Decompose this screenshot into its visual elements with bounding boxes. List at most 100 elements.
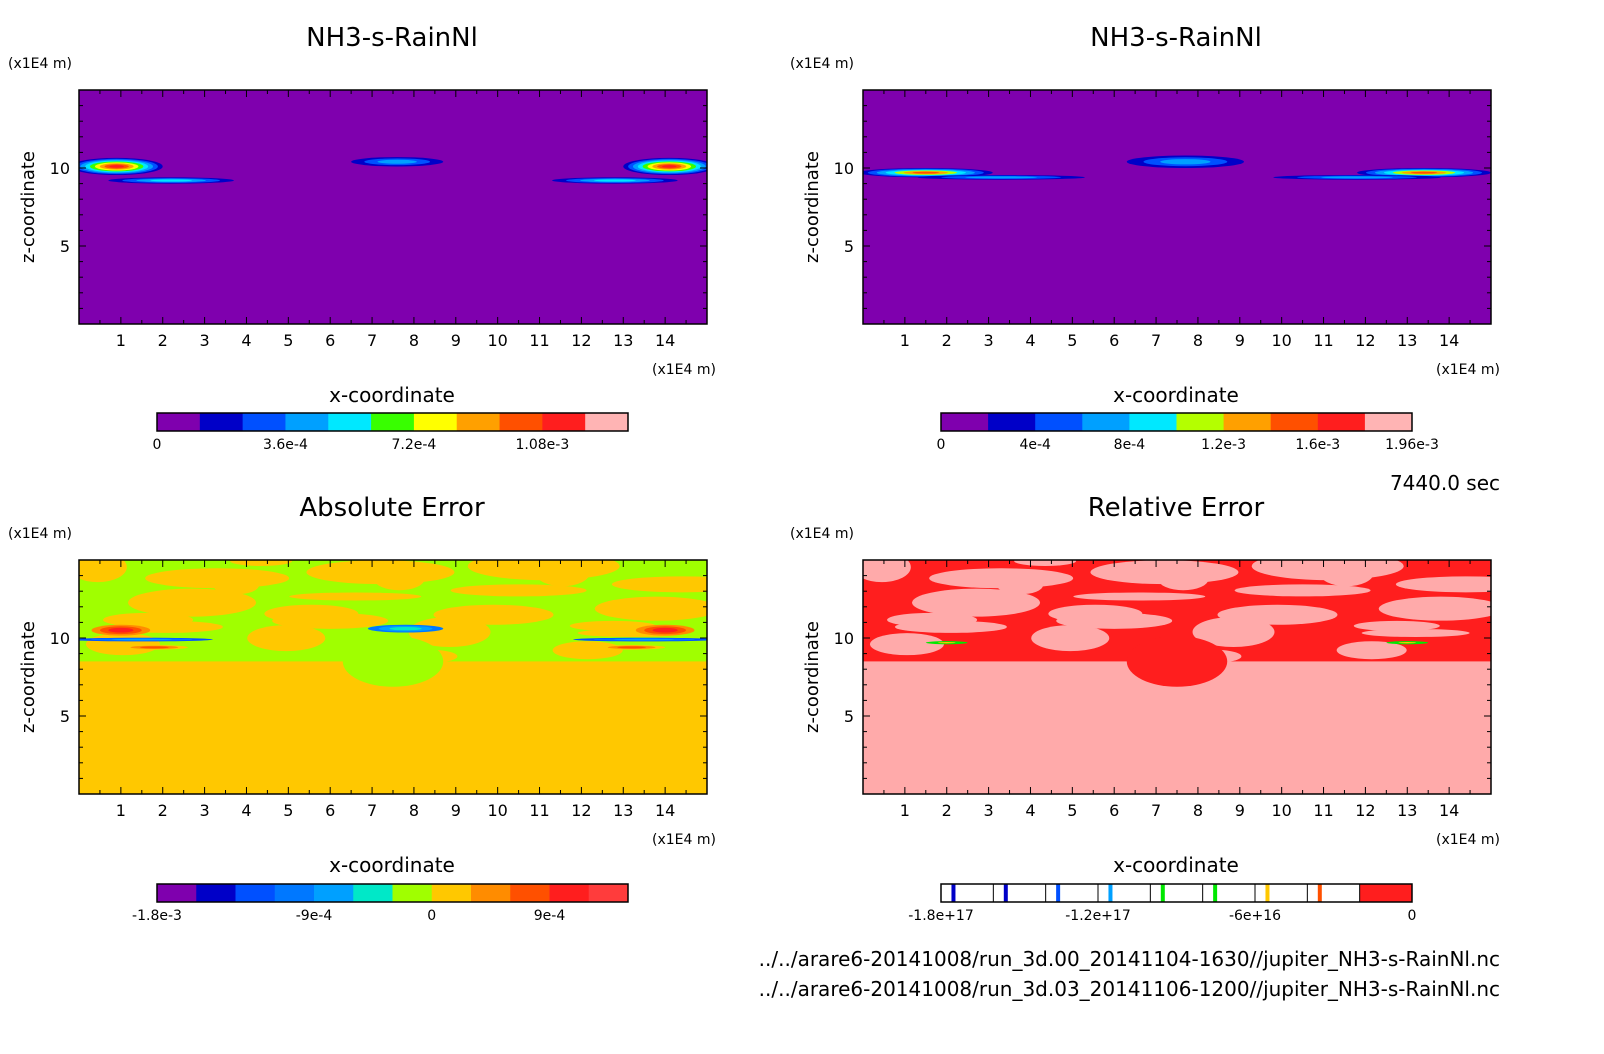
- colorbar-bin: [1082, 413, 1130, 431]
- x-tick-label: 11: [529, 801, 549, 820]
- colorbar-bin: [328, 413, 372, 431]
- error-patch: [128, 588, 257, 617]
- x-tick-label: 6: [325, 801, 335, 820]
- colorbar-bin: [285, 413, 329, 431]
- contour-level: [1321, 176, 1393, 179]
- contour-level: [652, 627, 678, 633]
- x-unit-label: (x1E4 m): [1436, 832, 1500, 848]
- x-tick-label: 9: [451, 331, 461, 350]
- x-tick-label: 1: [116, 801, 126, 820]
- field-contours: [79, 560, 707, 687]
- colorbar-label: -6e+16: [1229, 908, 1281, 924]
- panel-title: Relative Error: [1088, 493, 1265, 523]
- colorbar-frame: [156, 412, 629, 432]
- contour-level: [1160, 159, 1211, 165]
- colorbar-bin: [585, 413, 629, 431]
- y-axis-label: z-coordinate: [18, 621, 39, 733]
- x-tick-label: 3: [984, 801, 994, 820]
- x-axis-label: x-coordinate: [329, 383, 455, 407]
- colorbar-bin: [1364, 413, 1413, 431]
- x-tick-label: 8: [409, 331, 419, 350]
- x-tick-label: 11: [529, 331, 549, 350]
- x-tick-label: 2: [158, 331, 168, 350]
- x-tick-label: 4: [241, 801, 251, 820]
- x-tick-label: 8: [1193, 801, 1203, 820]
- error-patch: [594, 596, 707, 621]
- y-axis-label: z-coordinate: [802, 621, 823, 733]
- colorbar-bin: [1359, 884, 1412, 902]
- colorbar-frame: [156, 883, 629, 903]
- contour-level: [111, 638, 173, 641]
- contour-level: [1398, 642, 1417, 644]
- x-tick-label: 6: [1109, 331, 1119, 350]
- error-patch: [247, 625, 326, 652]
- colorbar-bin: [988, 413, 1036, 431]
- error-patch: [1361, 629, 1470, 638]
- colorbar-label: -1.8e-3: [132, 908, 182, 924]
- colorbar-label: 8e-4: [1114, 437, 1146, 453]
- error-patch: [213, 576, 259, 595]
- z-tick-label: 10: [834, 159, 854, 178]
- error-dip: [342, 636, 444, 687]
- colorbar-bin: [157, 413, 201, 431]
- x-tick-label: 2: [942, 801, 952, 820]
- x-tick-label: 14: [1439, 331, 1459, 350]
- x-tick-label: 7: [367, 331, 377, 350]
- panel-title: Absolute Error: [299, 493, 485, 523]
- colorbar-bin: [1270, 413, 1319, 431]
- z-tick-label: 5: [844, 707, 854, 726]
- contour-level: [613, 638, 675, 641]
- colorbar-bin: [353, 884, 393, 902]
- x-tick-label: 1: [900, 801, 910, 820]
- contour-level: [593, 179, 636, 182]
- error-patch: [912, 588, 1041, 617]
- contour-level: [662, 165, 677, 168]
- x-tick-label: 14: [1439, 801, 1459, 820]
- x-unit-label: (x1E4 m): [652, 832, 716, 848]
- colorbar-label: 4e-4: [1019, 437, 1051, 453]
- colorbar-label: 1.08e-3: [515, 437, 569, 453]
- colorbar-label: 0: [153, 437, 162, 453]
- colorbar-bin: [1129, 413, 1177, 431]
- error-patch: [1336, 641, 1407, 660]
- colorbar-bin: [196, 884, 236, 902]
- error-patch: [1073, 592, 1206, 601]
- z-tick-label: 5: [60, 237, 70, 256]
- colorbar-bin: [371, 413, 415, 431]
- error-patch: [289, 592, 422, 601]
- x-tick-label: 1: [900, 331, 910, 350]
- colorbar-bin: [1213, 884, 1218, 902]
- colorbar-bin: [242, 413, 286, 431]
- error-patch: [79, 560, 127, 583]
- contour-level: [150, 179, 193, 182]
- z-unit-label: (x1E4 m): [8, 56, 72, 72]
- colorbar-label: 0: [427, 908, 436, 924]
- contour-level: [108, 627, 134, 633]
- x-tick-label: 9: [1235, 801, 1245, 820]
- z-tick-label: 5: [844, 237, 854, 256]
- x-tick-label: 2: [942, 331, 952, 350]
- x-tick-label: 9: [1235, 331, 1245, 350]
- error-patch: [569, 620, 656, 631]
- colorbar-bin: [1265, 884, 1270, 902]
- colorbar-bin: [235, 884, 276, 902]
- z-tick-label: 5: [60, 707, 70, 726]
- error-patch: [894, 620, 1007, 633]
- contour-level: [912, 171, 940, 174]
- colorbar-bin: [199, 413, 244, 431]
- x-axis-label: x-coordinate: [1113, 383, 1239, 407]
- colorbar-label: 9e-4: [534, 908, 566, 924]
- error-patch: [1056, 612, 1173, 629]
- x-tick-label: 8: [1193, 331, 1203, 350]
- error-patch: [230, 560, 293, 567]
- error-patch: [85, 633, 160, 656]
- panel-rain-run00: NH3-s-RainNl (x1E4 m) 1 2 3 4 5 6 7 8 9 10 11 12 13 1…: [8, 23, 716, 453]
- colorbar-label: 1.2e-3: [1201, 437, 1246, 453]
- colorbar-bin: [499, 413, 543, 431]
- contour-level: [389, 626, 422, 631]
- x-tick-label: 10: [487, 801, 507, 820]
- x-tick-label: 9: [451, 801, 461, 820]
